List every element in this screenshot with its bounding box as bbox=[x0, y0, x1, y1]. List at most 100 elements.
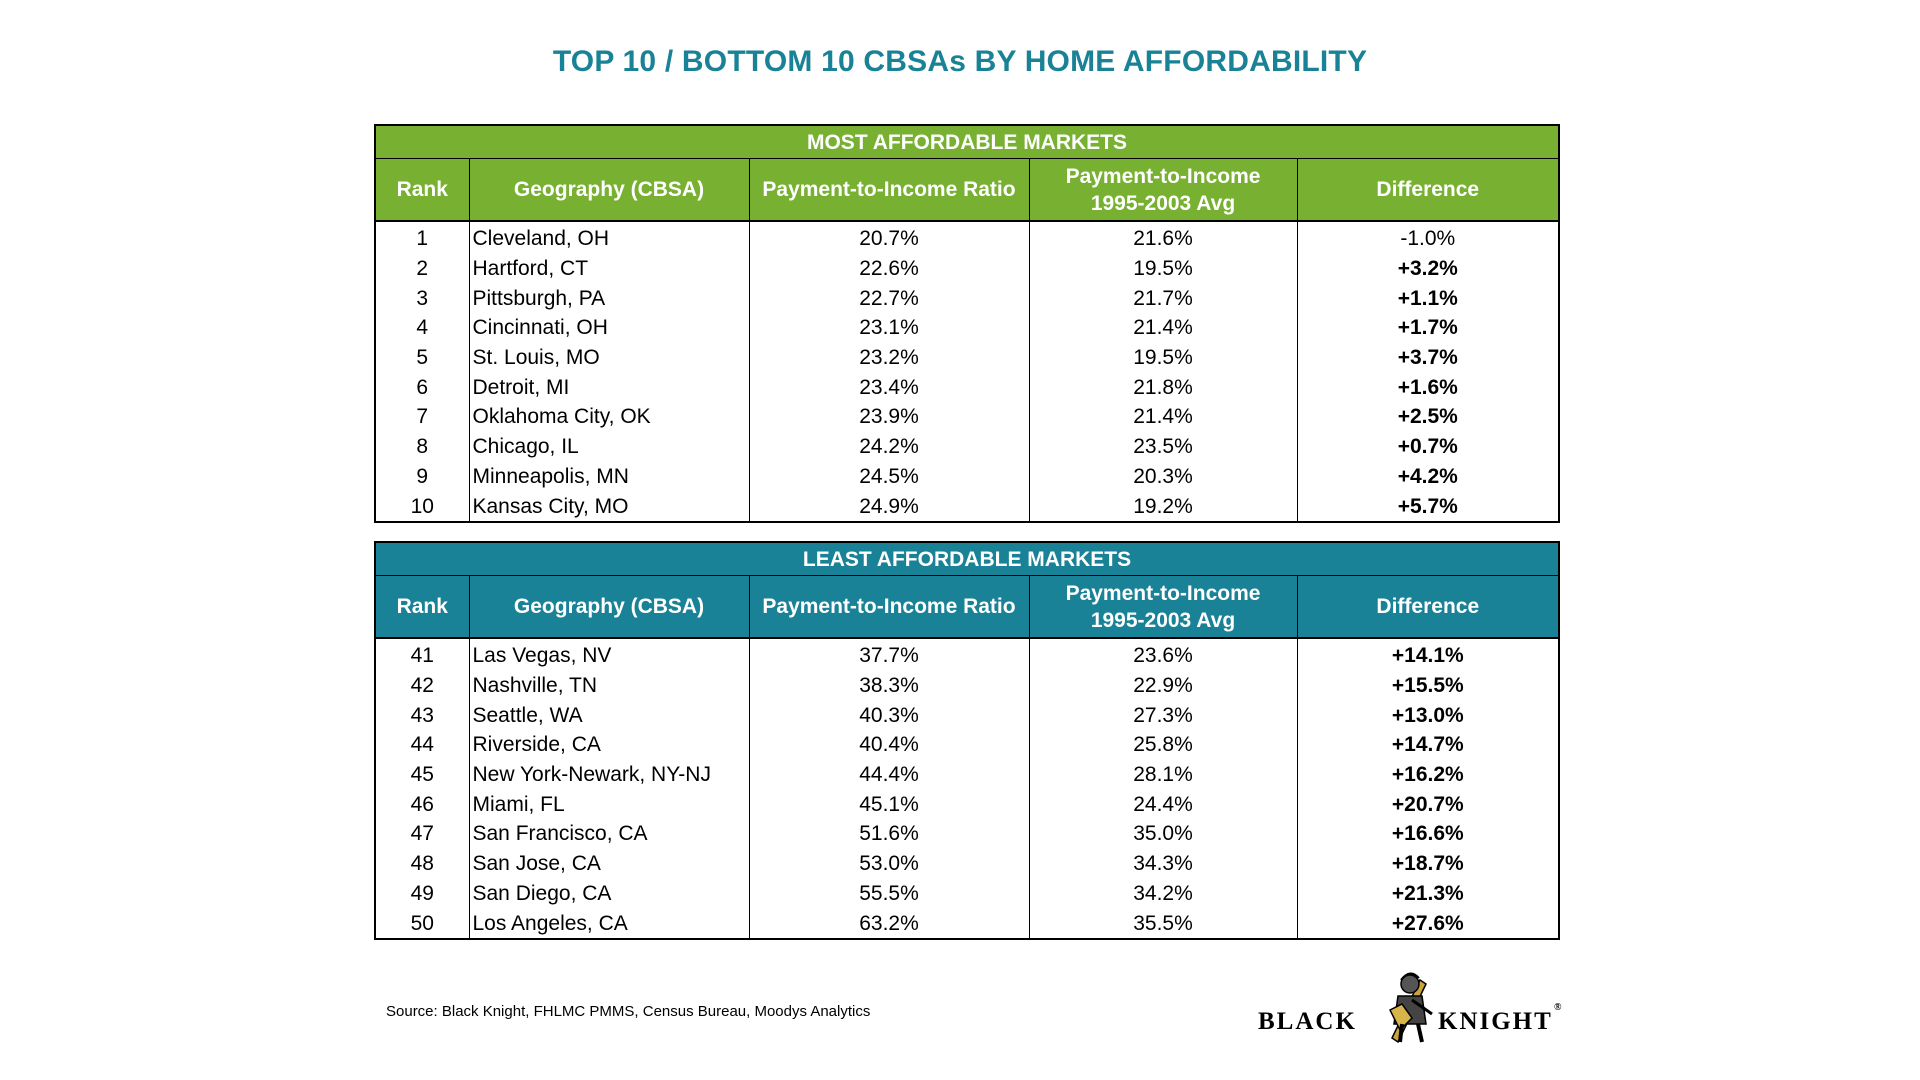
geography-header: Geography (CBSA) bbox=[468, 158, 750, 222]
avg-cell: 25.8% bbox=[1028, 730, 1298, 760]
black-knight-logo: BLACK KNIGHT ® bbox=[1258, 966, 1562, 1046]
knight-icon bbox=[1388, 972, 1433, 1044]
geography-cell: Cleveland, OH bbox=[468, 221, 750, 254]
ratio-cell: 22.7% bbox=[748, 283, 1030, 314]
avg-header: Payment-to-Income 1995-2003 Avg bbox=[1028, 158, 1298, 222]
ratio-cell: 24.9% bbox=[748, 491, 1030, 522]
geography-cell: Chicago, IL bbox=[468, 431, 750, 462]
geography-cell: Kansas City, MO bbox=[468, 491, 750, 522]
difference-cell: +16.6% bbox=[1296, 819, 1560, 849]
difference-cell: +1.7% bbox=[1296, 313, 1560, 343]
avg-header-line1: Payment-to-Income bbox=[1065, 164, 1261, 188]
avg-cell: 21.4% bbox=[1028, 313, 1298, 343]
rank-cell: 2 bbox=[374, 253, 470, 284]
table-row: 8 Chicago, IL 24.2% 23.5% +0.7% bbox=[374, 431, 1560, 462]
difference-cell: +4.2% bbox=[1296, 461, 1560, 492]
ratio-cell: 44.4% bbox=[748, 759, 1030, 790]
ratio-cell: 23.9% bbox=[748, 402, 1030, 432]
ratio-cell: 38.3% bbox=[748, 670, 1030, 701]
ratio-cell: 51.6% bbox=[748, 819, 1030, 849]
geography-cell: Miami, FL bbox=[468, 789, 750, 820]
difference-cell: -1.0% bbox=[1296, 221, 1560, 254]
difference-cell: +13.0% bbox=[1296, 700, 1560, 731]
table-row: 2 Hartford, CT 22.6% 19.5% +3.2% bbox=[374, 253, 1560, 284]
avg-cell: 19.5% bbox=[1028, 342, 1298, 373]
avg-cell: 34.2% bbox=[1028, 878, 1298, 909]
table-row: 4 Cincinnati, OH 23.1% 21.4% +1.7% bbox=[374, 313, 1560, 343]
ratio-cell: 53.0% bbox=[748, 848, 1030, 879]
rank-cell: 42 bbox=[374, 670, 470, 701]
avg-cell: 21.8% bbox=[1028, 372, 1298, 403]
ratio-cell: 23.2% bbox=[748, 342, 1030, 373]
table-row: 7 Oklahoma City, OK 23.9% 21.4% +2.5% bbox=[374, 402, 1560, 432]
rank-cell: 6 bbox=[374, 372, 470, 403]
geography-cell: San Diego, CA bbox=[468, 878, 750, 909]
table-row: 48 San Jose, CA 53.0% 34.3% +18.7% bbox=[374, 848, 1560, 879]
avg-header-line2: 1995-2003 Avg bbox=[1090, 608, 1236, 632]
geography-cell: New York-Newark, NY-NJ bbox=[468, 759, 750, 790]
rank-cell: 5 bbox=[374, 342, 470, 373]
avg-cell: 21.7% bbox=[1028, 283, 1298, 314]
geography-cell: Hartford, CT bbox=[468, 253, 750, 284]
least-affordable-table: LEAST AFFORDABLE MARKETS Rank Geography … bbox=[374, 541, 1561, 940]
difference-cell: +20.7% bbox=[1296, 789, 1560, 820]
difference-cell: +5.7% bbox=[1296, 491, 1560, 522]
geography-cell: San Francisco, CA bbox=[468, 819, 750, 849]
table-row: 50 Los Angeles, CA 63.2% 35.5% +27.6% bbox=[374, 908, 1560, 939]
table-row: 49 San Diego, CA 55.5% 34.2% +21.3% bbox=[374, 878, 1560, 909]
difference-header: Difference bbox=[1296, 158, 1560, 222]
ratio-cell: 24.5% bbox=[748, 461, 1030, 492]
rank-header: Rank bbox=[374, 575, 470, 639]
most-affordable-banner: MOST AFFORDABLE MARKETS bbox=[375, 125, 1560, 159]
table-row: 42 Nashville, TN 38.3% 22.9% +15.5% bbox=[374, 670, 1560, 701]
registered-mark: ® bbox=[1554, 1002, 1562, 1013]
avg-cell: 19.5% bbox=[1028, 253, 1298, 284]
geography-cell: Pittsburgh, PA bbox=[468, 283, 750, 314]
avg-cell: 21.4% bbox=[1028, 402, 1298, 432]
least-affordable-rows: 41 Las Vegas, NV 37.7% 23.6% +14.1% 42 Nashvil… bbox=[374, 638, 1560, 939]
difference-cell: +27.6% bbox=[1296, 908, 1560, 939]
ratio-header: Payment-to-Income Ratio bbox=[748, 158, 1030, 222]
rank-header: Rank bbox=[374, 158, 470, 222]
ratio-cell: 22.6% bbox=[748, 253, 1030, 284]
ratio-cell: 40.4% bbox=[748, 730, 1030, 760]
avg-cell: 24.4% bbox=[1028, 789, 1298, 820]
difference-cell: +16.2% bbox=[1296, 759, 1560, 790]
geography-cell: Oklahoma City, OK bbox=[468, 402, 750, 432]
avg-header: Payment-to-Income 1995-2003 Avg bbox=[1028, 575, 1298, 639]
ratio-header: Payment-to-Income Ratio bbox=[748, 575, 1030, 639]
difference-cell: +15.5% bbox=[1296, 670, 1560, 701]
difference-cell: +1.6% bbox=[1296, 372, 1560, 403]
difference-cell: +3.7% bbox=[1296, 342, 1560, 373]
rank-cell: 48 bbox=[374, 848, 470, 879]
page-title: TOP 10 / BOTTOM 10 CBSAs BY HOME AFFORDA… bbox=[552, 45, 1368, 78]
rank-cell: 8 bbox=[374, 431, 470, 462]
rank-cell: 46 bbox=[374, 789, 470, 820]
ratio-cell: 23.1% bbox=[748, 313, 1030, 343]
rank-cell: 3 bbox=[374, 283, 470, 314]
avg-cell: 34.3% bbox=[1028, 848, 1298, 879]
geography-cell: Seattle, WA bbox=[468, 700, 750, 731]
difference-cell: +0.7% bbox=[1296, 431, 1560, 462]
table-row: 46 Miami, FL 45.1% 24.4% +20.7% bbox=[374, 789, 1560, 820]
avg-cell: 20.3% bbox=[1028, 461, 1298, 492]
logo-text-right: KNIGHT bbox=[1438, 1008, 1553, 1035]
table-row: 43 Seattle, WA 40.3% 27.3% +13.0% bbox=[374, 700, 1560, 731]
rank-cell: 41 bbox=[374, 638, 470, 671]
avg-cell: 35.0% bbox=[1028, 819, 1298, 849]
difference-cell: +2.5% bbox=[1296, 402, 1560, 432]
difference-cell: +21.3% bbox=[1296, 878, 1560, 909]
table-row: 9 Minneapolis, MN 24.5% 20.3% +4.2% bbox=[374, 461, 1560, 492]
table-row: 3 Pittsburgh, PA 22.7% 21.7% +1.1% bbox=[374, 283, 1560, 314]
rank-cell: 9 bbox=[374, 461, 470, 492]
source-note: Source: Black Knight, FHLMC PMMS, Census… bbox=[386, 1003, 871, 1020]
geography-cell: Detroit, MI bbox=[468, 372, 750, 403]
rank-cell: 43 bbox=[374, 700, 470, 731]
most-affordable-rows: 1 Cleveland, OH 20.7% 21.6% -1.0% 2 Hartford, … bbox=[374, 221, 1560, 522]
geography-cell: San Jose, CA bbox=[468, 848, 750, 879]
difference-cell: +14.1% bbox=[1296, 638, 1560, 671]
avg-cell: 28.1% bbox=[1028, 759, 1298, 790]
geography-cell: Nashville, TN bbox=[468, 670, 750, 701]
avg-cell: 22.9% bbox=[1028, 670, 1298, 701]
difference-cell: +1.1% bbox=[1296, 283, 1560, 314]
